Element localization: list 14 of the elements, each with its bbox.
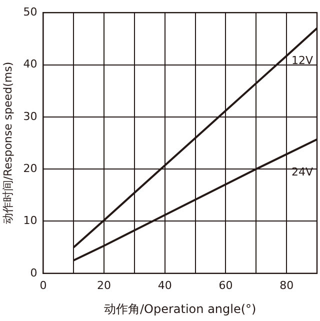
y-tick-label: 20: [23, 162, 38, 175]
y-axis-title: 动作时间/Response speed(ms): [1, 62, 14, 224]
x-axis-title: 动作角/Operation angle(°): [104, 302, 256, 316]
y-tick-label: 40: [23, 58, 38, 71]
y-tick-label: 50: [23, 5, 38, 18]
x-tick-label: 0: [40, 278, 47, 292]
y-tick-label: 30: [23, 110, 38, 123]
x-tick-label: 20: [97, 278, 112, 292]
y-tick-label: 0: [30, 266, 38, 280]
x-tick-label: 60: [218, 278, 233, 292]
x-tick-label: 80: [280, 278, 294, 292]
series-label: 12V: [291, 54, 314, 68]
x-tick-label: 40: [158, 278, 172, 292]
y-tick-label: 10: [23, 214, 38, 228]
